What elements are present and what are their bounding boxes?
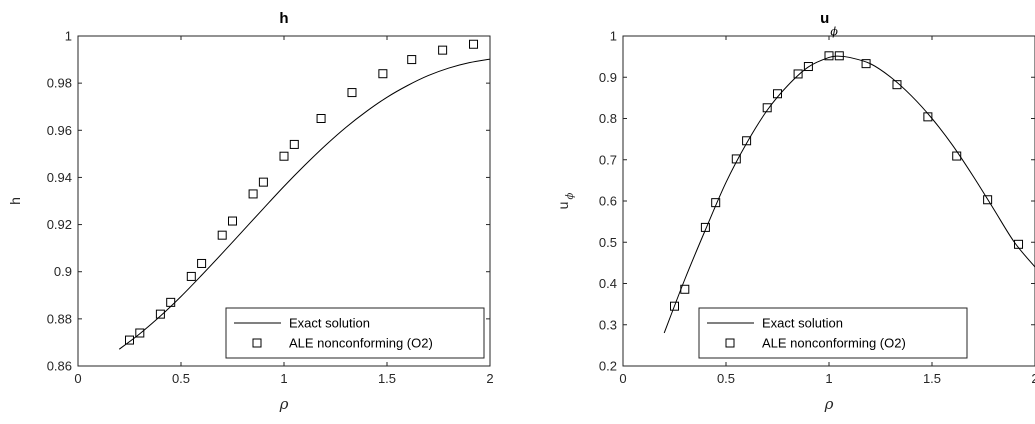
y-tick-label: 0.9 [54, 264, 72, 279]
data-point-square [680, 284, 690, 294]
data-point-square [773, 89, 782, 99]
y-axis-label: uϕ [555, 193, 576, 210]
x-tick-label: 0.5 [717, 371, 735, 386]
data-point-square [892, 80, 902, 90]
data-point-square [289, 139, 299, 149]
data-point-square [166, 297, 176, 307]
data-point-square [228, 216, 237, 226]
data-point-square [834, 51, 844, 61]
legend-square-swatch [252, 338, 262, 348]
data-point-square [186, 271, 196, 281]
data-point-square [125, 335, 134, 345]
y-tick-label: 0.9 [599, 70, 617, 85]
data-point-square [135, 328, 145, 338]
chart-1: 0 0.5 1 1.5 2 0.86 0.88 0.9 0.92 0.94 0.96 0.98 1 ρ h h… [7, 10, 494, 413]
data-point-square [407, 55, 417, 65]
x-tick-label: 1 [825, 371, 832, 386]
series-group [663, 51, 1035, 334]
x-tick-label: 2 [486, 371, 493, 386]
data-point-square [469, 39, 479, 49]
y-tick-label: 0.8 [599, 111, 617, 126]
data-point-square [316, 114, 326, 123]
legend-square-swatch [725, 338, 735, 348]
series-group [118, 39, 490, 350]
y-tick-label: 1 [65, 29, 72, 44]
legend-entry-ale: ALE nonconforming (O2) [762, 336, 906, 351]
data-point-square [861, 59, 871, 69]
chart-2: 00.511.520.20.30.40.50.60.70.80.91ρuϕuϕE… [555, 10, 1035, 413]
y-tick-label: 0.98 [47, 76, 72, 91]
legend: Exact solution ALE nonconforming (O2) [225, 307, 485, 359]
data-point-square [923, 112, 933, 122]
data-point-square [731, 154, 741, 164]
x-tick-label: 2 [1031, 371, 1035, 386]
data-point-square [438, 45, 448, 55]
data-point-square [793, 69, 803, 79]
series-line-exact-solution [663, 55, 1035, 334]
y-axis-label-subscript: ϕ [565, 193, 576, 200]
legend: Exact solution ALE nonconforming (O2) [698, 307, 968, 359]
y-tick-label: 0.5 [599, 235, 617, 250]
data-point-square [824, 51, 834, 61]
chart-title-text: h [279, 10, 288, 27]
legend-entry-exact-solution: Exact solution [289, 316, 370, 331]
data-point-square [197, 258, 207, 268]
data-point-square [155, 309, 165, 319]
legend-box [225, 307, 485, 359]
data-point-square [711, 198, 721, 208]
data-point-square [700, 222, 710, 232]
y-tick-label: 0.6 [599, 194, 617, 209]
chart-title: h [279, 10, 288, 27]
x-tick-label: 0.5 [172, 371, 190, 386]
data-point-square [670, 301, 679, 311]
chart-title: uϕ [820, 10, 838, 38]
y-tick-label: 0.7 [599, 152, 617, 167]
y-axis-label-text: h [7, 197, 23, 205]
data-point-square [217, 230, 227, 240]
x-tick-label: 1.5 [923, 371, 941, 386]
data-point-square [258, 177, 268, 187]
y-tick-label: 0.86 [47, 359, 72, 374]
data-point-square [762, 103, 772, 113]
y-tick-label: 0.3 [599, 317, 617, 332]
legend-entry-ale: ALE nonconforming (O2) [289, 336, 433, 351]
x-axis-label: ρ [824, 395, 834, 413]
y-tick-label: 0.92 [47, 217, 72, 232]
x-tick-label: 0 [74, 371, 81, 386]
x-tick-label: 0 [619, 371, 626, 386]
data-point-square [378, 69, 388, 79]
y-tick-label: 1 [610, 29, 617, 44]
legend-box [698, 307, 968, 359]
data-point-square [248, 189, 258, 199]
y-tick-label: 0.96 [47, 123, 72, 138]
data-point-square [347, 88, 357, 98]
data-point-square [742, 136, 752, 146]
x-axis-label: ρ [279, 395, 289, 413]
x-tick-label: 1.5 [378, 371, 396, 386]
data-point-square [983, 195, 993, 205]
chart-title-text: u [820, 10, 829, 27]
y-tick-label: 0.4 [599, 276, 617, 291]
y-tick-label: 0.94 [47, 170, 72, 185]
y-tick-label: 0.2 [599, 359, 617, 374]
y-axis-label-text: u [555, 202, 571, 210]
data-point-square [952, 151, 962, 161]
data-point-square [803, 62, 813, 72]
legend-entry-exact-solution: Exact solution [762, 316, 843, 331]
chart-title-subscript: ϕ [830, 25, 838, 38]
data-point-square [279, 151, 289, 161]
y-axis-label: h [7, 197, 23, 205]
series-line-exact-solution [118, 58, 490, 350]
x-tick-label: 1 [280, 371, 287, 386]
data-point-square [1014, 239, 1024, 249]
y-tick-label: 0.88 [47, 311, 72, 326]
